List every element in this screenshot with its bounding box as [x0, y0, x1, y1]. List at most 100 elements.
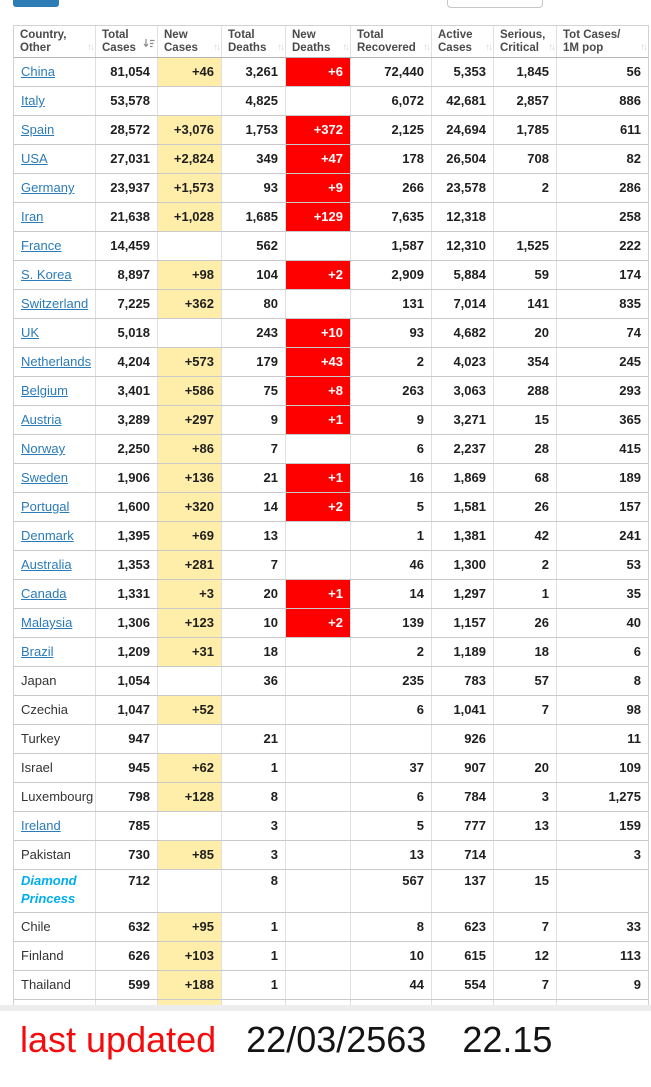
cell-serious-critical: 1 — [494, 580, 557, 608]
cell-active-cases: 1,869 — [432, 464, 494, 492]
cell-cases-per-1m: 53 — [626, 557, 641, 572]
column-header-total-cases[interactable]: Total Cases — [96, 26, 158, 57]
cell-serious-critical: 1,845 — [494, 58, 557, 86]
cell-new-deaths — [286, 942, 351, 970]
country-name[interactable]: Portugal — [21, 499, 70, 514]
country-name[interactable]: Austria — [21, 412, 62, 427]
column-label: Serious, Critical — [500, 29, 546, 54]
cell-total-recovered: 1 — [351, 522, 432, 550]
cell-total-recovered — [351, 725, 432, 753]
cell-new-deaths: +2 — [286, 493, 351, 521]
column-header-new-cases[interactable]: New Cases ↑↓ — [158, 26, 222, 57]
column-header-country[interactable]: Country, Other ↑↓ — [14, 26, 96, 57]
country-name[interactable]: Denmark — [21, 528, 74, 543]
cell-active-cases: 1,381 — [432, 522, 494, 550]
column-label: New Deaths — [292, 29, 331, 54]
cell-total-recovered: 235 — [351, 667, 432, 695]
toolbar-button-fragment[interactable] — [13, 0, 59, 7]
cell-serious-critical: 20 — [494, 319, 557, 347]
cell-total-cases: 27,031 — [96, 145, 158, 173]
cell-total-cases: 7,225 — [96, 290, 158, 318]
cell-new-deaths: +10 — [286, 319, 351, 347]
country-name[interactable]: Sweden — [21, 470, 68, 485]
cell-new-cases: +1,573 — [158, 174, 222, 202]
country-name: Israel — [21, 760, 53, 775]
cell-total-deaths: 9 — [222, 406, 286, 434]
country-name[interactable]: Norway — [21, 441, 66, 456]
table-row: China 81,054 +46 3,261 +6 72,440 5,353 1,845 56 — [14, 58, 648, 87]
cell-new-cases: +3 — [158, 580, 222, 608]
country-name: Luxembourg — [21, 789, 94, 804]
cell-new-deaths — [286, 783, 351, 811]
last-updated-date: 22/03/2563 — [246, 1019, 427, 1060]
cell-total-deaths: 18 — [222, 638, 286, 666]
cell-total-deaths — [222, 696, 286, 724]
table-row: Sweden 1,906 +136 21 +1 16 1,869 68 189 — [14, 464, 648, 493]
column-header-active-cases[interactable]: Active Cases ↑↓ — [432, 26, 494, 57]
column-header-total-deaths[interactable]: Total Deaths ↑↓ — [222, 26, 286, 57]
table-row: Germany 23,937 +1,573 93 +9 266 23,578 2 286 — [14, 174, 648, 203]
cell-active-cases: 1,297 — [432, 580, 494, 608]
cell-cases-per-1m: 174 — [619, 267, 641, 282]
covid-stats-table: Country, Other ↑↓ Total Cases New Cases ↑↓ Total… — [13, 25, 649, 1005]
country-name[interactable]: France — [21, 238, 62, 253]
cell-cases-per-1m: 611 — [620, 122, 641, 137]
cell-country: Norway — [14, 435, 96, 463]
cell-country: Japan — [14, 667, 96, 695]
cell-serious-critical: 354 — [494, 348, 557, 376]
country-name[interactable]: Germany — [21, 180, 75, 195]
country-name[interactable]: Spain — [21, 122, 55, 137]
cell-new-cases: +1,028 — [158, 203, 222, 231]
cell-serious-critical — [494, 725, 557, 753]
cell-new-cases: +62 — [158, 754, 222, 782]
cell-active-cases: 12,310 — [432, 232, 494, 260]
country-name[interactable]: China — [21, 64, 55, 79]
column-header-total-recovered[interactable]: Total Recovered ↑↓ — [351, 26, 432, 57]
search-input-fragment[interactable] — [447, 0, 543, 8]
country-name[interactable]: Netherlands — [21, 354, 92, 369]
cell-serious-critical: 42 — [494, 522, 557, 550]
cell-serious-critical: 2 — [494, 174, 557, 202]
cell-country: Luxembourg — [14, 783, 96, 811]
cell-total-deaths: 8 — [222, 870, 286, 912]
column-header-serious-critical[interactable]: Serious, Critical ↑↓ — [494, 26, 557, 57]
country-name[interactable]: Canada — [21, 586, 67, 601]
cell-country: Chile — [14, 913, 96, 941]
country-name[interactable]: Belgium — [21, 383, 68, 398]
column-header-new-deaths[interactable]: New Deaths ↑↓ — [286, 26, 351, 57]
country-name[interactable]: Australia — [21, 557, 72, 572]
cell-cases-per-1m: 56 — [626, 64, 641, 79]
country-name[interactable]: Italy — [21, 93, 45, 108]
country-name[interactable]: Malaysia — [21, 615, 73, 630]
cell-new-deaths: +9 — [286, 174, 351, 202]
table-row: Portugal 1,600 +320 14 +2 5 1,581 26 157 — [14, 493, 648, 522]
country-name[interactable]: S. Korea — [21, 267, 72, 282]
country-name[interactable]: Brazil — [21, 644, 54, 659]
cell-serious-critical — [494, 203, 557, 231]
country-name[interactable]: Iran — [21, 209, 44, 224]
country-name[interactable]: UK — [21, 325, 40, 340]
cell-active-cases: 4,023 — [432, 348, 494, 376]
cutoff-cell-new-cases — [158, 1000, 222, 1005]
cell-serious-critical: 1,525 — [494, 232, 557, 260]
cell-total-deaths: 10 — [222, 609, 286, 637]
cell-cases-per-1m: 258 — [619, 209, 641, 224]
country-name[interactable]: USA — [21, 151, 48, 166]
country-name[interactable]: Ireland — [21, 818, 61, 833]
cell-serious-critical: 28 — [494, 435, 557, 463]
cell-total-recovered: 14 — [351, 580, 432, 608]
cell-serious-critical: 20 — [494, 754, 557, 782]
cell-new-deaths: +129 — [286, 203, 351, 231]
table-row: Israel 945 +62 1 37 907 20 109 — [14, 754, 648, 783]
cell-new-deaths — [286, 232, 351, 260]
cell-total-cases: 1,395 — [96, 522, 158, 550]
cell-total-cases: 712 — [96, 870, 158, 912]
sort-toggle-icon: ↑↓ — [485, 41, 493, 53]
column-header-cases-per-1m[interactable]: Tot Cases/1M pop ↑↓ — [557, 26, 648, 57]
cell-country: Italy — [14, 87, 96, 115]
table-row: Australia 1,353 +281 7 46 1,300 2 53 — [14, 551, 648, 580]
cell-total-deaths: 21 — [222, 464, 286, 492]
country-name[interactable]: Switzerland — [21, 296, 89, 311]
cell-total-deaths: 1,685 — [222, 203, 286, 231]
table-row: Turkey 947 21 926 11 — [14, 725, 648, 754]
